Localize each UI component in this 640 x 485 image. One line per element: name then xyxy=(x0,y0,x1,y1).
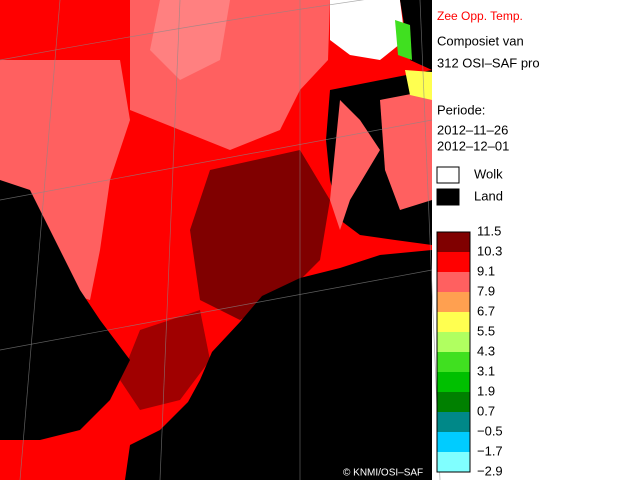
scale-swatch xyxy=(437,412,470,432)
title: Zee Opp. Temp. xyxy=(437,9,523,23)
scale-label: 11.5 xyxy=(477,223,501,238)
coastal-water xyxy=(380,90,432,210)
scale-label: −0.5 xyxy=(477,423,503,438)
sea-cool xyxy=(150,0,230,80)
period-end: 2012–12–01 xyxy=(437,138,509,153)
scale-swatch xyxy=(437,292,470,312)
sea-mild xyxy=(0,60,130,300)
legend-swatch xyxy=(436,166,460,184)
scale-swatch xyxy=(437,232,470,252)
graticule xyxy=(0,119,433,201)
land xyxy=(125,250,432,480)
side-panel: Zee Opp. Temp. Composiet van 312 OSI–SAF… xyxy=(437,9,540,153)
scale-label: 9.1 xyxy=(477,263,495,278)
coastal-water xyxy=(330,100,380,230)
scale-label: −2.9 xyxy=(477,463,503,478)
scale-frame xyxy=(436,231,471,473)
scale-label: 1.9 xyxy=(477,383,495,398)
period-start: 2012–11–26 xyxy=(437,122,508,137)
scale-swatch xyxy=(437,332,470,352)
graticule xyxy=(159,0,181,481)
scale-label: 3.1 xyxy=(477,363,495,378)
scale-swatch xyxy=(437,372,470,392)
scale-label: 5.5 xyxy=(477,323,495,338)
coastal-water xyxy=(395,20,412,60)
map: © KNMI/OSI–SAF xyxy=(0,0,441,481)
scale-label: 6.7 xyxy=(477,303,495,318)
scale-label: 10.3 xyxy=(477,243,502,258)
copyright: © KNMI/OSI–SAF xyxy=(343,468,423,479)
scale-label: 4.3 xyxy=(477,343,495,358)
scale-swatch xyxy=(437,392,470,412)
cloud xyxy=(330,0,405,60)
scale-swatch xyxy=(437,352,470,372)
scale-swatch xyxy=(437,432,470,452)
scale-swatch xyxy=(437,312,470,332)
scale-swatch xyxy=(437,272,470,292)
scale-label: 7.9 xyxy=(477,283,495,298)
land xyxy=(400,0,432,70)
period-label: Periode: xyxy=(437,102,485,117)
land xyxy=(0,180,130,440)
coastal-water xyxy=(405,70,432,100)
graticule xyxy=(19,0,61,481)
legend-label: Land xyxy=(474,188,503,203)
scale-swatch xyxy=(437,452,470,472)
scale-swatch xyxy=(437,252,470,272)
subtitle: Composiet van xyxy=(437,33,524,48)
scale-label: 0.7 xyxy=(477,403,495,418)
scale-label: −1.7 xyxy=(477,443,503,458)
graticule xyxy=(0,0,365,61)
sea-warm xyxy=(190,150,330,320)
subtitle: 312 OSI–SAF pro xyxy=(437,55,540,70)
legend-swatch xyxy=(436,188,460,206)
legend-label: Wolk xyxy=(474,166,503,181)
graticule xyxy=(0,269,433,351)
